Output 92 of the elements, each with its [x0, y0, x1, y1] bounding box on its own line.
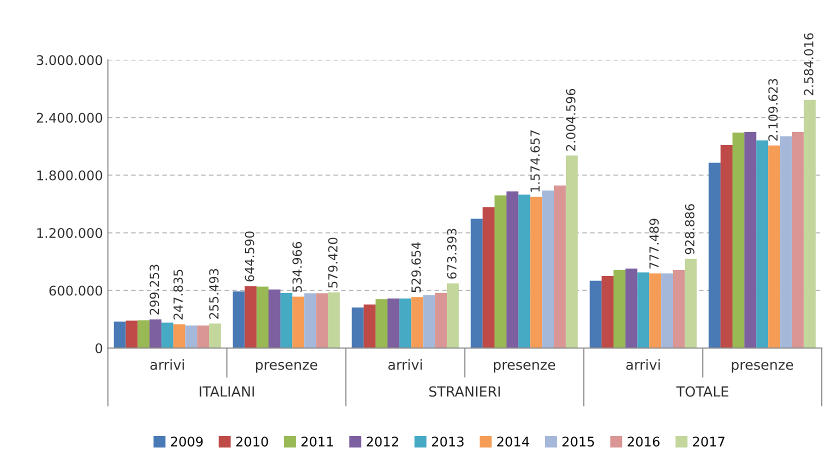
data-label: 529.654 — [411, 242, 421, 292]
bar — [732, 132, 744, 348]
x-tick-label: arrivi — [626, 359, 660, 370]
bar — [756, 140, 768, 348]
bar — [304, 293, 316, 348]
bar — [614, 270, 626, 348]
bar — [518, 194, 530, 348]
bar — [590, 280, 602, 348]
bar — [209, 324, 221, 348]
bar — [637, 272, 650, 348]
data-label: 1.574.657 — [530, 130, 540, 192]
bar — [602, 276, 614, 348]
data-label: 928.886 — [685, 204, 694, 254]
bar — [364, 304, 376, 348]
bar — [554, 186, 566, 348]
x-tick-label: presenze — [732, 362, 794, 373]
legend-label: 2014 — [497, 436, 530, 447]
bar — [649, 273, 662, 348]
bar — [256, 286, 269, 348]
bar — [376, 299, 388, 348]
bar — [661, 273, 673, 348]
bar — [506, 191, 518, 348]
data-label: 299.253 — [150, 264, 160, 315]
bar — [316, 293, 328, 348]
text: TOTALE — [676, 386, 728, 397]
text: STRANIERI — [429, 386, 500, 397]
bar — [470, 218, 483, 348]
bar — [150, 319, 162, 348]
bar — [494, 195, 506, 348]
bar — [768, 145, 780, 348]
bar — [114, 322, 126, 348]
legend-label: 2015 — [562, 436, 594, 447]
bar — [804, 100, 816, 348]
data-label: 2.004.596 — [566, 88, 576, 151]
bar — [566, 156, 578, 348]
bar — [435, 292, 447, 348]
bar — [292, 296, 304, 348]
text: ITALIANI — [200, 386, 254, 397]
bar — [244, 286, 257, 348]
data-label: 247.835 — [173, 270, 183, 320]
data-label: 777.489 — [649, 218, 659, 269]
bar — [280, 292, 292, 348]
x-tick-label: arrivi — [150, 359, 184, 370]
x-tick-label: presenze — [494, 362, 556, 373]
y-tick-label: 2.400.000 — [36, 112, 102, 123]
y-tick-label: 3.000.000 — [36, 55, 102, 66]
y-tick-label: 1.200.000 — [37, 228, 102, 238]
bar — [780, 136, 792, 348]
data-label: 644.590 — [244, 231, 254, 282]
bar — [352, 308, 364, 348]
bar — [625, 268, 638, 348]
bar — [542, 190, 554, 348]
bar — [482, 207, 495, 348]
bar — [672, 270, 685, 348]
bar — [268, 289, 280, 348]
bar — [197, 325, 210, 348]
legend-label: 2017 — [692, 436, 724, 447]
legend-label: 2013 — [432, 436, 464, 447]
bar — [173, 324, 186, 348]
data-label: 2.584.016 — [804, 33, 814, 96]
bar — [387, 298, 400, 348]
bar — [399, 298, 412, 348]
legend-label: 2010 — [236, 436, 268, 447]
bar — [720, 145, 732, 348]
legend-label: 2012 — [366, 436, 398, 447]
data-label: 255.493 — [209, 268, 219, 319]
bar — [530, 196, 542, 348]
bar — [126, 320, 138, 348]
bar — [328, 292, 340, 348]
bar — [161, 322, 174, 348]
legend-label: 2016 — [628, 436, 660, 447]
bar — [684, 258, 697, 348]
bar — [423, 295, 436, 348]
bar — [411, 297, 424, 348]
bar — [232, 291, 245, 348]
bar — [744, 132, 756, 348]
bar — [792, 132, 804, 348]
bar — [138, 320, 150, 348]
legend-label: 2011 — [302, 436, 333, 447]
legend-label: 2009 — [171, 436, 203, 447]
bar — [446, 283, 459, 348]
data-label: 673.393 — [447, 228, 457, 279]
data-label: 579.420 — [328, 238, 338, 288]
x-tick-label: presenze — [256, 362, 318, 373]
x-tick-label: arrivi — [388, 359, 422, 370]
y-tick-label: 1.800.000 — [37, 170, 102, 180]
y-tick-label: 600.000 — [49, 286, 102, 296]
y-tick-label: 0 — [96, 343, 102, 354]
bar — [185, 325, 198, 348]
bar — [708, 162, 721, 348]
data-label: 534.966 — [292, 242, 302, 292]
data-label: 2.109.623 — [768, 78, 778, 141]
